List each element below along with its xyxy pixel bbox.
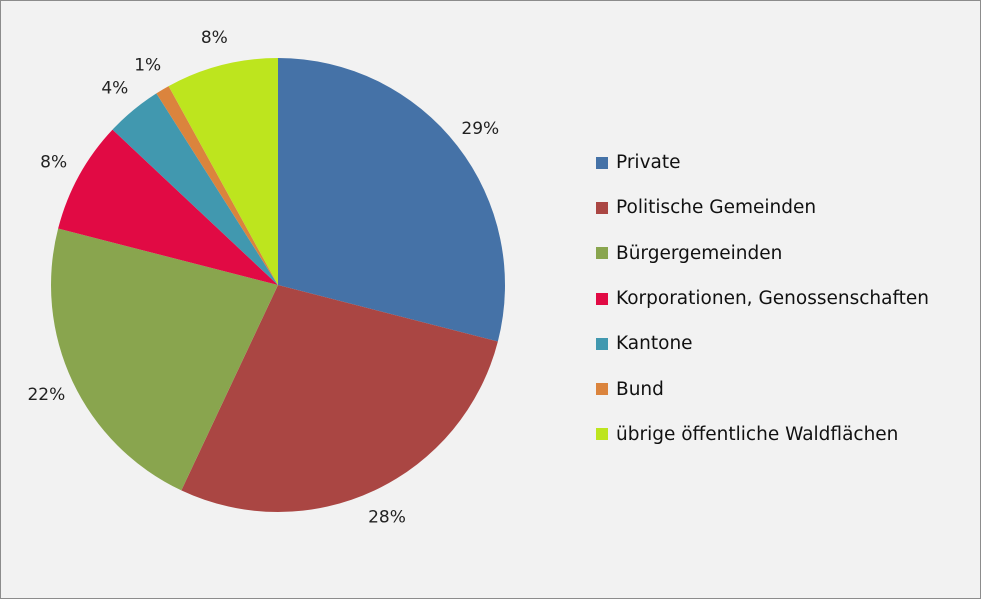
legend-label: Korporationen, Genossenschaften: [616, 288, 930, 310]
legend-item-politische-gemeinden: Politische Gemeinden: [596, 185, 929, 230]
data-label-2: 22%: [27, 385, 65, 405]
legend-label: Politische Gemeinden: [616, 197, 817, 219]
data-label-1: 28%: [368, 508, 406, 528]
legend: Private Politische Gemeinden Bürgergemei…: [596, 140, 929, 457]
pie-slice-0: [278, 58, 505, 342]
legend-swatch: [596, 247, 608, 260]
legend-swatch: [596, 292, 608, 305]
legend-swatch: [596, 428, 608, 441]
data-label-0: 29%: [461, 119, 499, 139]
legend-swatch: [596, 201, 608, 214]
legend-label: Private: [616, 152, 681, 174]
data-label-4: 4%: [101, 79, 128, 99]
legend-item-korporationen: Korporationen, Genossenschaften: [596, 276, 929, 321]
pie-slice-2: [51, 228, 278, 491]
pie-slice-3: [58, 129, 278, 285]
legend-swatch: [596, 156, 608, 169]
legend-item-private: Private: [596, 140, 929, 185]
legend-swatch: [596, 337, 608, 350]
pie-slice-1: [181, 285, 498, 512]
legend-label: Bürgergemeinden: [616, 242, 783, 264]
legend-label: übrige öffentliche Waldflächen: [616, 423, 899, 445]
data-label-6: 8%: [201, 28, 228, 48]
legend-label: Kantone: [616, 333, 693, 355]
pie-slice-4: [112, 93, 278, 286]
legend-item-uebrige: übrige öffentliche Waldflächen: [596, 412, 929, 457]
pie-slice-5: [156, 86, 278, 285]
legend-item-kantone: Kantone: [596, 321, 929, 366]
legend-swatch: [596, 383, 608, 396]
legend-item-bund: Bund: [596, 366, 929, 411]
legend-item-buergergemeinden: Bürgergemeinden: [596, 231, 929, 276]
data-label-5: 1%: [134, 56, 161, 76]
pie-slice-6: [168, 58, 278, 285]
data-label-3: 8%: [40, 153, 67, 173]
legend-label: Bund: [616, 378, 664, 400]
